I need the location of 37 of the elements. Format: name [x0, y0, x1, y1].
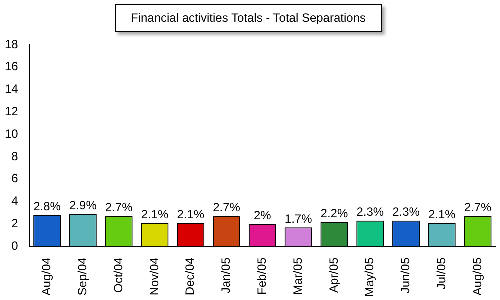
- data-label: 2.1%: [141, 207, 169, 222]
- data-label: 2.2%: [320, 206, 348, 220]
- data-label: 2.3%: [392, 205, 420, 220]
- x-tick-label: Jun/05: [398, 257, 413, 294]
- x-tick-label: Apr/05: [326, 257, 341, 294]
- data-label: 2.1%: [428, 207, 456, 222]
- data-label: 2.9%: [70, 198, 98, 212]
- data-label: 2.3%: [356, 205, 384, 220]
- data-label: 1.7%: [284, 212, 313, 226]
- y-tick-label: 6: [12, 172, 19, 186]
- x-tick-label: Jan/05: [219, 257, 234, 294]
- y-tick-label: 10: [4, 126, 19, 141]
- x-tick-label: Mar/05: [290, 257, 305, 296]
- y-tick-label: 0: [12, 238, 19, 253]
- data-label: 2%: [254, 208, 272, 223]
- chart-title: Financial activities Totals - Total Separations: [115, 4, 382, 32]
- x-tick-label: Jul/05: [434, 257, 448, 290]
- x-tick-label: May/05: [362, 257, 377, 298]
- data-label: 2.7%: [105, 200, 134, 215]
- y-tick-label: 14: [4, 82, 19, 96]
- data-label: 2.7%: [213, 200, 241, 215]
- y-tick-label: 2: [12, 216, 19, 231]
- x-tick-label: Aug/04: [40, 257, 54, 296]
- data-label: 2.8%: [34, 200, 62, 214]
- x-tick-label: Dec/04: [183, 257, 198, 296]
- x-tick-label: Aug/05: [470, 257, 484, 296]
- y-tick-label: 18: [4, 37, 19, 52]
- x-tick-label: Oct/04: [111, 257, 126, 294]
- y-tick-label: 4: [12, 194, 19, 208]
- x-tick-label: Feb/05: [254, 257, 269, 296]
- y-tick-label: 16: [4, 60, 19, 74]
- data-label: 2.7%: [464, 200, 492, 215]
- y-tick-label: 12: [4, 104, 19, 119]
- data-label: 2.1%: [177, 207, 205, 222]
- x-tick-label: Sep/04: [76, 257, 90, 296]
- y-tick-label: 8: [12, 149, 19, 164]
- x-tick-label: Nov/04: [147, 257, 162, 296]
